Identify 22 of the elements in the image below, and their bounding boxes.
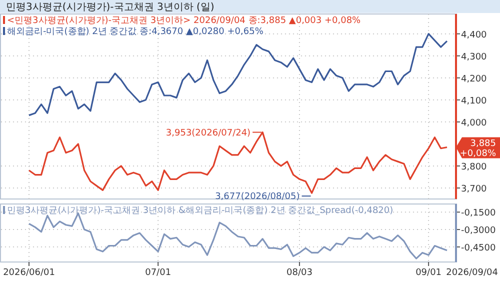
x-tick-label: 2026/06/01	[3, 268, 55, 278]
text: 2026/09/04	[446, 268, 498, 278]
annotation: 3,953(2026/07/24)	[166, 128, 251, 138]
y-tick-label: 4,000	[461, 118, 488, 128]
y-tick-label: 4,200	[461, 74, 488, 84]
legend-label: <민평3사평균(시가평가)-국고채권 3년이하> 2026/09/04 종:3,885 ▲0,003 +0,08%	[7, 16, 362, 26]
y-tick-label: 4,100	[461, 96, 488, 106]
legend-label: 해외금리-미국(종합) 2년 중간값 종:4,3670 ▲0,0280 +0,65%	[7, 27, 264, 37]
y-tick-label: 3,700	[461, 184, 488, 194]
y-tick-label: -0,3000	[461, 226, 496, 236]
chart-title: 민평3사평균(시가평가)-국고채권 3년이하 (일)	[6, 2, 214, 13]
x-tick-label: 09/01	[416, 268, 442, 278]
annotation: 3,677(2026/08/05)	[215, 192, 300, 202]
y-tick-label: -0,4500	[461, 243, 496, 254]
y-tick-label: -0,1500	[461, 208, 496, 219]
x-tick-label: 08/03	[286, 268, 312, 278]
y-tick-label: 3,800	[461, 162, 488, 172]
y-tick-label: 4,300	[461, 52, 488, 62]
legend-label: 민평3사평균(시가평가)-국고채권 3년이하 &해외금리-미국(종합) 2년 중간값_Spread(-0,4820)	[7, 206, 394, 216]
x-tick-label: 07/01	[145, 268, 172, 278]
text: 3,885 +0,08%	[460, 139, 496, 160]
y-tick-label: 4,400	[461, 30, 488, 40]
